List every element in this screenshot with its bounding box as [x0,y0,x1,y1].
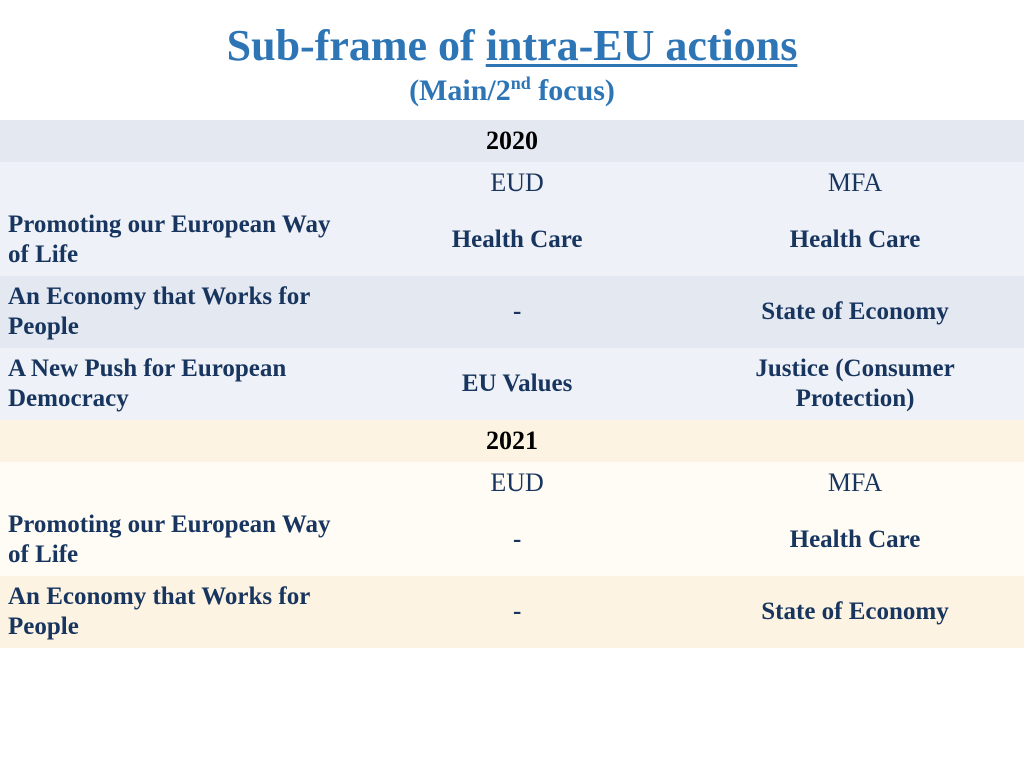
header-blank-2021 [0,462,348,504]
table-row: A New Push for European Democracy EU Val… [0,348,1024,420]
cell-mfa: State of Economy [686,276,1024,348]
row-label: Promoting our European Way of Life [0,504,348,576]
row-label: A New Push for European Democracy [0,348,348,420]
data-table: 2020 EUD MFA Promoting our European Way … [0,120,1024,648]
cell-eud: - [348,576,686,648]
cell-eud: EU Values [348,348,686,420]
header-row-2020: EUD MFA [0,162,1024,204]
table-row: An Economy that Works for People - State… [0,576,1024,648]
header-eud-2021: EUD [348,462,686,504]
year-label-2020: 2020 [179,126,844,156]
cell-mfa: State of Economy [686,576,1024,648]
table-row: An Economy that Works for People - State… [0,276,1024,348]
page-subtitle: (Main/2nd focus) [0,73,1024,108]
cell-eud: - [348,504,686,576]
header-blank-2020 [0,162,348,204]
title-prefix: Sub-frame of [227,21,486,70]
row-label: An Economy that Works for People [0,276,348,348]
row-label: An Economy that Works for People [0,576,348,648]
title-block: Sub-frame of intra-EU actions (Main/2nd … [0,20,1024,108]
slide: Sub-frame of intra-EU actions (Main/2nd … [0,0,1024,768]
cell-mfa: Justice (Consumer Protection) [686,348,1024,420]
header-row-2021: EUD MFA [0,462,1024,504]
table-row: Promoting our European Way of Life - Hea… [0,504,1024,576]
header-eud-2020: EUD [348,162,686,204]
cell-eud: Health Care [348,204,686,276]
cell-eud: - [348,276,686,348]
header-mfa-2020: MFA [686,162,1024,204]
header-mfa-2021: MFA [686,462,1024,504]
cell-mfa: Health Care [686,504,1024,576]
year-label-2021: 2021 [179,426,844,456]
cell-mfa: Health Care [686,204,1024,276]
year-row-2021: 2021 [0,420,1024,462]
row-label: Promoting our European Way of Life [0,204,348,276]
page-title: Sub-frame of intra-EU actions [0,20,1024,71]
year-row-2020: 2020 [0,120,1024,162]
table-row: Promoting our European Way of Life Healt… [0,204,1024,276]
title-underlined: intra-EU actions [486,21,798,70]
